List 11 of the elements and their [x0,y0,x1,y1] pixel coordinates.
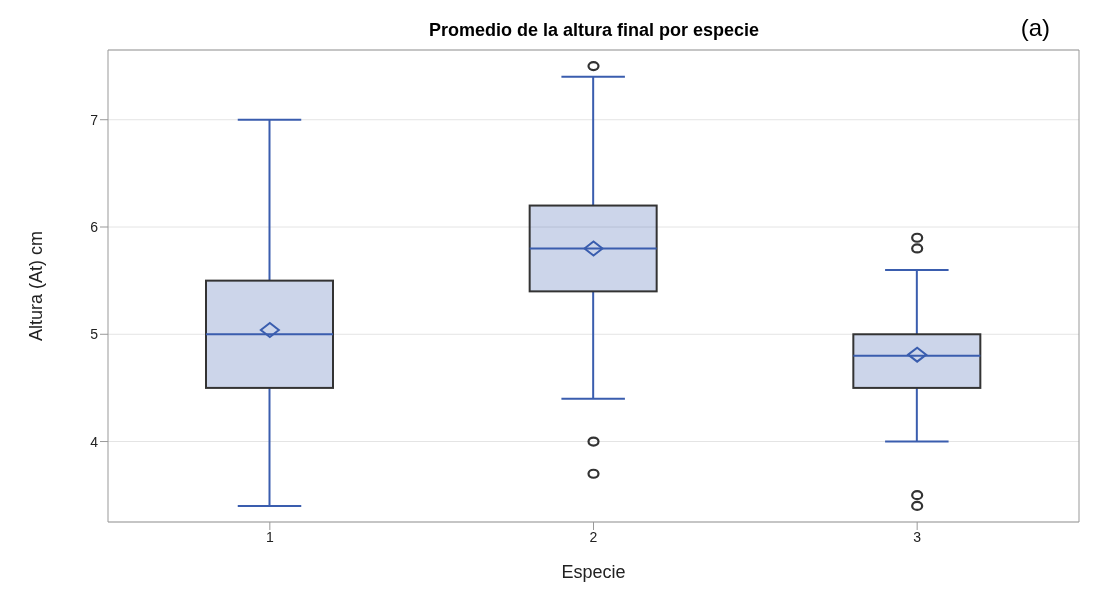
x-tick-label: 2 [589,528,598,545]
y-axis-title: Altura (At) cm [26,230,47,342]
chart-title: Promedio de la altura final por especie [428,20,760,40]
y-tick-label: 7 [90,111,99,128]
y-tick-label: 6 [90,218,99,235]
y-tick-label: 5 [90,326,99,343]
text: (a) [1020,14,1050,42]
x-tick-label: 1 [265,528,274,545]
y-tick-label: 4 [90,433,99,450]
x-axis-title: Especie [561,562,626,582]
x-tick-label: 3 [913,528,922,545]
